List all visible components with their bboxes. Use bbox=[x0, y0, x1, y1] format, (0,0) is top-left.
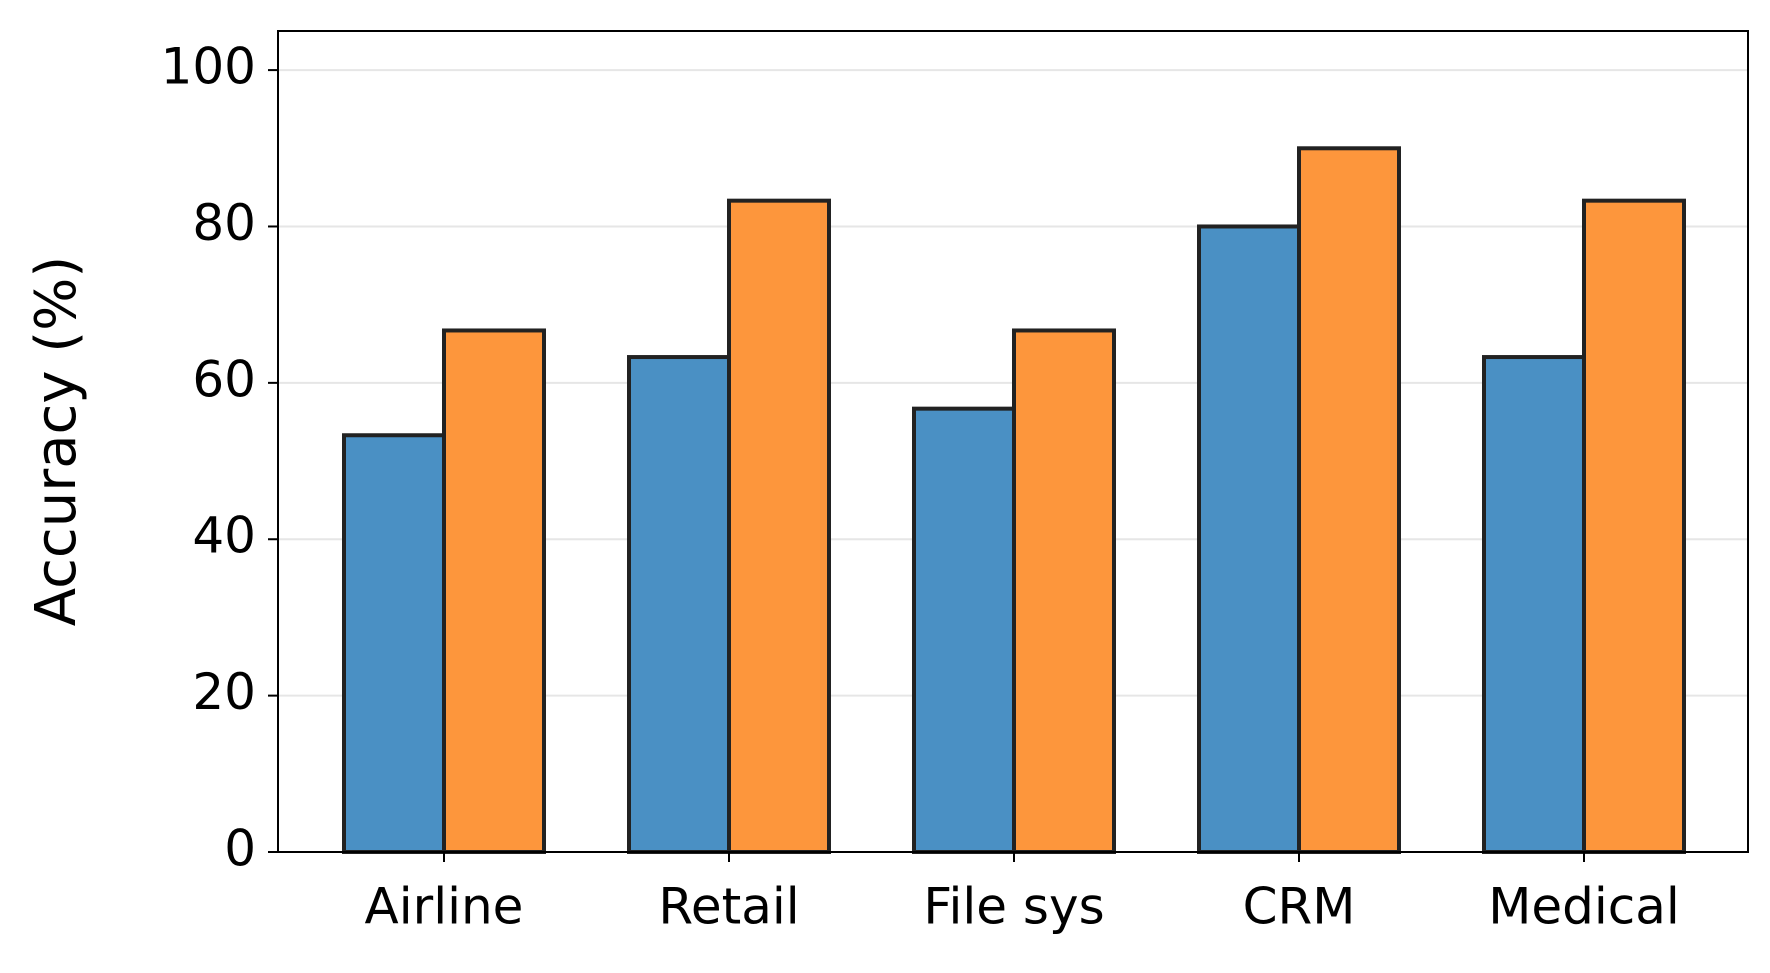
x-tick-label: Airline bbox=[365, 878, 524, 936]
bar bbox=[1297, 146, 1401, 855]
bar bbox=[912, 406, 1016, 854]
bar bbox=[1482, 355, 1586, 854]
x-tick-label: File sys bbox=[923, 878, 1104, 936]
y-tick-label: 80 bbox=[192, 194, 256, 252]
bar bbox=[342, 433, 446, 854]
y-axis-label: Accuracy (%) bbox=[24, 256, 89, 626]
y-tick-label: 0 bbox=[224, 820, 256, 878]
y-tick-label: 20 bbox=[192, 663, 256, 721]
plot-frame bbox=[277, 30, 1749, 853]
bar bbox=[442, 328, 546, 854]
bar bbox=[1012, 328, 1116, 854]
y-tick-label: 40 bbox=[192, 507, 256, 565]
bar bbox=[627, 355, 731, 854]
bar bbox=[727, 198, 831, 854]
x-tick-label: Medical bbox=[1488, 878, 1680, 936]
x-tick-label: Retail bbox=[658, 878, 799, 936]
x-tick-label: CRM bbox=[1243, 878, 1356, 936]
y-tick-label: 60 bbox=[192, 350, 256, 408]
bar bbox=[1582, 198, 1686, 854]
y-tick-label: 100 bbox=[161, 38, 256, 96]
bar bbox=[1197, 224, 1301, 854]
